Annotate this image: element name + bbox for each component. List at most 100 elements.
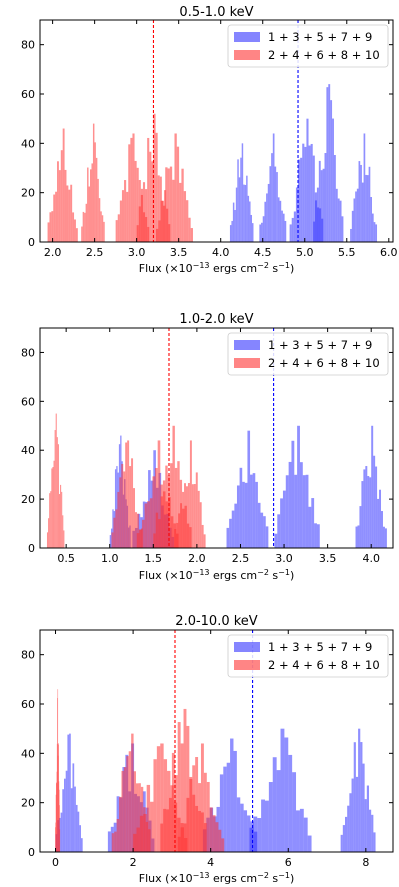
hist-bar (51, 211, 54, 242)
hist-bar (250, 474, 253, 548)
hist-bar (308, 145, 311, 242)
hist-bar (74, 219, 76, 242)
x-tick-label: 2.0 (188, 552, 206, 565)
hist-bar (90, 169, 92, 242)
hist-bar (72, 212, 75, 242)
chart-title: 0.5-1.0 keV (179, 5, 253, 20)
series-blue (229, 84, 378, 242)
hist-bar (184, 483, 186, 548)
hist-bar (62, 515, 64, 548)
hist-bar (234, 209, 236, 242)
legend-box (227, 634, 389, 678)
hist-bar (322, 168, 325, 242)
hist-bar (365, 466, 368, 548)
hist-bar (351, 210, 354, 242)
hist-bar (183, 708, 187, 852)
hist-bar (279, 200, 282, 242)
hist-bar (244, 482, 248, 548)
hist-bar (315, 200, 317, 242)
x-tick-label: 2.5 (232, 552, 250, 565)
hist-bar (153, 759, 157, 852)
x-axis-label-part: ) (290, 872, 294, 885)
hist-bar (98, 198, 101, 242)
x-axis-label: Flux (×10−13 ergs cm−2 s−1) (139, 568, 294, 583)
hist-bar (114, 469, 117, 548)
hist-bar (65, 770, 68, 852)
x-axis-label-part: s (269, 262, 278, 275)
hist-bar (272, 133, 275, 242)
hist-bar (67, 734, 70, 852)
hist-bar (240, 803, 244, 852)
hist-bar (167, 475, 171, 548)
hist-bar (306, 118, 309, 242)
hist-bar (365, 174, 367, 242)
hist-bar (280, 498, 283, 548)
hist-bar (364, 799, 367, 852)
hist-bar (136, 533, 140, 548)
hist-bar (116, 818, 120, 852)
hist-bar (226, 527, 230, 548)
hist-bar (87, 167, 89, 242)
hist-bar (257, 818, 262, 852)
hist-bar (261, 799, 265, 852)
hist-bar (114, 831, 117, 852)
hist-bar (179, 182, 182, 242)
hist-bar (144, 503, 148, 548)
hist-bar (375, 224, 378, 242)
hist-bar (53, 194, 56, 242)
hist-bar (145, 189, 148, 242)
hist-bar (259, 224, 262, 242)
hist-bar (232, 202, 235, 242)
hist-bar (212, 815, 216, 852)
x-tick-label: 6 (285, 856, 292, 869)
hist-bar (103, 221, 105, 242)
hist-bar (46, 532, 49, 548)
hist-bar (134, 160, 137, 242)
legend-swatch (234, 358, 260, 368)
hist-bar (59, 805, 60, 852)
legend: 1 + 3 + 5 + 7 + 9 2 + 4 + 6 + 8 + 10 (227, 24, 389, 68)
series-red (46, 413, 206, 548)
x-tick-label: 4.0 (362, 552, 380, 565)
hist-bar (160, 823, 164, 852)
hist-bar (274, 533, 278, 548)
hist-bar (49, 212, 52, 242)
hist-bar (303, 817, 308, 852)
hist-bar (284, 737, 289, 852)
hist-bar (133, 771, 136, 852)
y-tick-label: 80 (21, 346, 35, 359)
hist-bar (357, 525, 360, 548)
hist-bar (70, 788, 73, 852)
hist-bar (72, 763, 75, 852)
hist-bar (132, 133, 135, 242)
hist-bar (243, 184, 245, 242)
hist-bar (203, 772, 207, 852)
hist-bar (167, 168, 170, 242)
x-tick-label: 4.0 (212, 246, 230, 259)
hist-bar (176, 522, 179, 548)
hist-bar (234, 503, 237, 548)
hist-bar (157, 440, 161, 548)
x-axis-label-part: ) (290, 569, 294, 582)
hist-bar (206, 781, 210, 852)
hist-bar (244, 184, 247, 242)
hist-bar (355, 191, 357, 242)
hist-bar (52, 467, 54, 548)
chart-panel-1: 0.5-1.0 keV 2.0 2.5 3.0 3.5 4.0 4.5 5.0 5.5 6.0 0 2… (21, 5, 398, 275)
hist-bar (231, 510, 235, 548)
hist-bar (272, 757, 277, 852)
hist-bar (195, 757, 199, 852)
x-tick-label: 4 (207, 856, 214, 869)
hist-bar (311, 498, 315, 548)
hist-bar (156, 746, 161, 852)
hist-bar (174, 529, 177, 548)
hist-bar (292, 772, 297, 852)
hist-bar (316, 187, 319, 242)
hist-bar (371, 814, 374, 852)
hist-bar (193, 484, 196, 548)
hist-bar (230, 738, 234, 852)
hist-bar (367, 476, 370, 548)
hist-bar (48, 518, 50, 548)
